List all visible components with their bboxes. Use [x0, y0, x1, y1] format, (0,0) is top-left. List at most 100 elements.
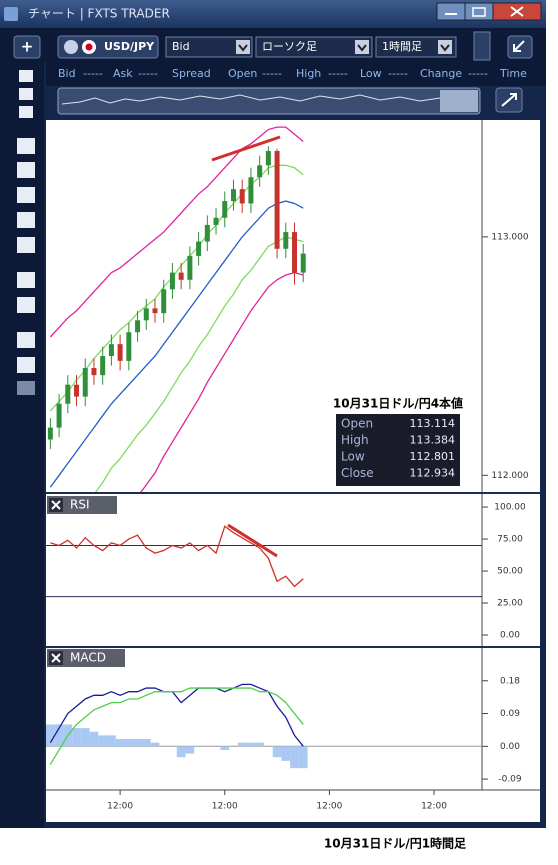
chart-area — [46, 120, 540, 822]
tool-delete[interactable] — [17, 332, 35, 348]
window-title: チャート | FXTS TRADER — [28, 7, 170, 21]
symbol-selector[interactable] — [57, 35, 159, 59]
ohlc-value: 113.384 — [410, 434, 456, 447]
candle-body — [178, 272, 184, 280]
tool-channel[interactable] — [17, 237, 35, 253]
candle-body — [82, 368, 88, 397]
histogram-bar — [54, 724, 64, 747]
tool-line[interactable] — [17, 162, 35, 178]
info-label: High — [296, 67, 321, 80]
drawn-trendline[interactable] — [211, 135, 281, 162]
detach-icon — [513, 40, 525, 52]
info-label: ----- — [262, 67, 282, 80]
histogram-bar — [46, 724, 55, 747]
ohlc-label: Open — [341, 417, 373, 431]
ohlc-box — [336, 414, 460, 486]
histogram-bar — [72, 728, 81, 747]
info-label: ----- — [138, 67, 158, 80]
candle-body — [239, 189, 245, 204]
histogram-bar — [281, 746, 291, 761]
tool-fibo[interactable] — [17, 297, 35, 313]
series-line — [140, 271, 304, 492]
minimize-button[interactable] — [436, 2, 466, 21]
tool-camera[interactable] — [17, 381, 35, 395]
info-label: Spread — [172, 67, 211, 80]
series-line — [49, 687, 304, 765]
y-tick-label: 113.000 — [491, 232, 528, 242]
tool-list[interactable] — [17, 357, 35, 373]
info-label: ----- — [83, 67, 103, 80]
info-label: Open — [228, 67, 257, 80]
dropdown-arrow — [355, 40, 369, 54]
series-line — [49, 200, 304, 488]
price-type: Bid — [172, 40, 190, 53]
candle-body — [274, 151, 280, 249]
scroll-toggle[interactable] — [473, 31, 491, 61]
histogram-bar — [237, 742, 247, 747]
chart-type-dropdown[interactable] — [255, 36, 373, 58]
y-tick-label: 112.000 — [491, 471, 528, 481]
flag-jp-dot — [85, 43, 93, 51]
y-tick-label: 25.00 — [497, 599, 523, 609]
maximize-button[interactable] — [464, 2, 494, 21]
x-tick-label: 12:00 — [421, 802, 447, 812]
histogram-bar — [89, 731, 99, 747]
histogram-bar — [185, 746, 195, 754]
x-tick-label: 12:00 — [316, 802, 342, 812]
tool-vline[interactable] — [17, 212, 35, 228]
tool-hline[interactable] — [17, 187, 35, 203]
ohlc-rows: Open 113.114 High 113.384 Low 112.801 Close 112… — [341, 417, 455, 481]
detach-button[interactable] — [507, 35, 533, 59]
candle-body — [143, 308, 149, 321]
y-tick-label: 100.00 — [494, 503, 526, 513]
candle-body — [169, 272, 175, 290]
info-label: Low — [360, 67, 382, 80]
info-label: Time — [499, 67, 527, 80]
y-tick-label: 0.09 — [500, 709, 520, 719]
rsi-header — [47, 496, 117, 514]
tool-trend[interactable] — [17, 138, 35, 154]
add-button[interactable] — [13, 35, 41, 59]
info-label: Change — [420, 67, 462, 80]
flag-us — [64, 40, 78, 54]
caption: 10月31日ドル/円1時間足 — [324, 836, 466, 851]
candle-body — [230, 189, 236, 202]
close-icon — [51, 500, 61, 510]
candle-body — [196, 241, 202, 256]
histogram-bar — [176, 746, 186, 758]
candle-body — [91, 368, 97, 376]
info-bar-labels: Bid ----- Ask ----- Spread Open ----- High -----… — [58, 67, 527, 80]
series-line — [50, 525, 304, 588]
maximize-icon — [472, 7, 486, 17]
ohlc-title: 10月31日ドル/円4本値 — [333, 396, 463, 411]
histogram-bar — [220, 746, 230, 750]
candle-body — [257, 165, 263, 178]
dropdown-arrow — [236, 40, 250, 54]
y-tick-label: -0.09 — [498, 775, 522, 785]
period: 1時間足 — [382, 40, 422, 53]
candle-body — [74, 384, 80, 397]
ohlc-value: 112.801 — [410, 450, 456, 463]
y-tick-label: 75.00 — [497, 535, 523, 545]
chart-type: ローソク足 — [262, 40, 317, 53]
tool-pointer[interactable] — [19, 70, 33, 82]
close-icon — [510, 6, 524, 17]
info-label: ----- — [388, 67, 408, 80]
period-dropdown[interactable] — [375, 36, 457, 58]
tool-crosshair[interactable] — [19, 88, 33, 100]
panel — [47, 126, 306, 492]
tool-hand[interactable] — [19, 106, 33, 118]
panel — [46, 525, 482, 598]
macd-header — [47, 649, 125, 667]
price-type-dropdown[interactable] — [165, 36, 253, 58]
candle-body — [161, 289, 167, 314]
y-tick-label: 0.00 — [500, 631, 520, 641]
info-label: Ask — [113, 67, 133, 80]
drawn-trendline[interactable] — [227, 523, 278, 558]
navigator[interactable] — [57, 87, 481, 115]
histogram-bar — [150, 742, 160, 747]
tool-fan[interactable] — [17, 272, 35, 288]
app-icon — [4, 7, 18, 21]
candle-body — [300, 253, 306, 273]
navigator-handle[interactable] — [440, 90, 478, 112]
